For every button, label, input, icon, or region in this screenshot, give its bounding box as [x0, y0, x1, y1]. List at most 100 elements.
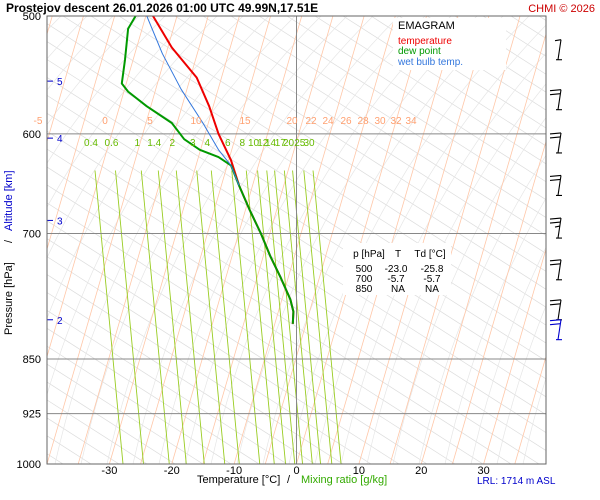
dry-adiabat: [47, 292, 316, 464]
isotherm-label: -5: [34, 116, 43, 127]
dry-adiabat: [47, 256, 372, 464]
isotherms: [47, 16, 546, 464]
wind-barbs: [549, 39, 562, 341]
moist-adiabat: [158, 16, 400, 464]
table-cell: NA: [391, 284, 405, 295]
mixing-ratio-label: 6: [225, 138, 231, 149]
isotherm-line: [47, 16, 116, 251]
profile-series: [120, 16, 295, 324]
mixing-ratio-label: 17: [275, 138, 287, 149]
legend-title: EMAGRAM: [398, 20, 455, 32]
table-cell: 700: [356, 274, 373, 285]
mixing-ratio-line: [292, 170, 322, 464]
chart-title: Prostejov descent 26.01.2026 01:00 UTC 4…: [6, 1, 318, 15]
isotherm-line: [47, 16, 178, 464]
isotherm-line: [514, 355, 546, 464]
moist-adiabat: [470, 246, 546, 464]
dry-adiabat: [47, 327, 260, 464]
isobars: [47, 16, 546, 464]
moist-adiabat: [549, 16, 600, 464]
dry-adiabat: [146, 16, 546, 272]
mixing-ratio-line: [312, 170, 342, 464]
series-wet-bulb-temp: [146, 16, 240, 186]
moist-adiabat: [54, 16, 296, 464]
dry-adiabat: [258, 16, 546, 201]
moist-adiabat: [392, 117, 546, 464]
dry-adiabat: [47, 309, 288, 464]
mixing-ratio-line: [257, 170, 287, 464]
mixing-ratio-line: [140, 170, 170, 464]
moist-adiabat: [47, 16, 166, 164]
legend: EMAGRAM temperature dew point wet bulb t…: [393, 18, 506, 70]
temperature-tick-label: 30: [478, 465, 490, 477]
mixing-ratio-line: [245, 170, 275, 464]
dry-adiabat: [538, 16, 546, 21]
dry-adiabat: [47, 23, 546, 344]
moist-adiabat: [80, 16, 322, 464]
dry-adiabat: [454, 16, 546, 75]
mixing-ratio-line: [94, 170, 124, 464]
dry-adiabat: [398, 16, 546, 111]
table-header-td: Td [°C]: [414, 249, 445, 260]
moist-adiabat: [184, 16, 426, 464]
dry-adiabat: [342, 16, 546, 147]
isotherm-line: [545, 462, 546, 464]
dry-adiabat: [47, 345, 232, 464]
table-header-p: p [hPa]: [353, 249, 385, 260]
data-table: p [hPa] T Td [°C] 500 -23.0 -25.8 700 -5…: [343, 243, 451, 295]
dry-adiabat: [47, 381, 176, 464]
pressure-tick-label: 500: [23, 11, 41, 23]
pressure-tick-label: 700: [23, 228, 41, 240]
y-axis-label: Pressure [hPa] / Altitude [km]: [3, 170, 15, 335]
isotherm-line: [47, 16, 147, 358]
dry-adiabat: [47, 112, 546, 434]
x-axis-label-temp: Temperature [°C]: [197, 474, 280, 486]
altitude-tick-label: 5: [57, 77, 63, 88]
mixing-ratio-label: 20: [283, 138, 295, 149]
isotherm-line: [264, 16, 396, 464]
dry-adiabat: [118, 16, 546, 290]
x-axis-label-mix: Mixing ratio [g/kg]: [301, 474, 387, 486]
moist-adiabat: [106, 16, 348, 464]
isotherm-label: 26: [340, 116, 352, 127]
isotherm-line: [47, 16, 84, 144]
mixing-ratio-label: 12: [257, 138, 269, 149]
mixing-ratio-label: 4: [204, 138, 210, 149]
moist-adiabats: [47, 16, 600, 464]
mixing-ratio-label: 3: [190, 138, 196, 149]
isotherm-labels: -5 0 5 10 15 20 22 24 26 28 30 32 34: [34, 116, 417, 127]
isotherm-label: 28: [357, 116, 369, 127]
dry-adiabat: [47, 130, 546, 451]
mixing-ratio-line: [157, 170, 187, 464]
mixing-ratio-line: [266, 170, 296, 464]
mixing-ratio-line: [175, 170, 205, 464]
pressure-tick-labels: 500 600 700 850 925 1000: [17, 11, 41, 471]
isotherm-line: [327, 16, 459, 464]
mixing-ratio-label: 14: [265, 138, 277, 149]
isotherm-label: 22: [305, 116, 317, 127]
pressure-tick-label: 600: [23, 129, 41, 141]
moist-adiabat: [366, 83, 546, 464]
moist-adiabat: [210, 16, 452, 464]
legend-temperature: temperature: [398, 36, 452, 47]
dry-adiabat: [47, 184, 484, 464]
dry-adiabat: [314, 16, 546, 165]
mixing-ratio-label: 25: [294, 138, 306, 149]
mixing-ratio-label: 0.6: [105, 138, 119, 149]
altitude-ticks: 5 4 3 2: [47, 77, 63, 327]
isotherm-label: 34: [405, 116, 417, 127]
y-axis-label-altitude: Altitude [km]: [3, 170, 15, 231]
mixing-ratio-line: [115, 170, 144, 464]
temperature-tick-label: 0: [293, 465, 299, 477]
x-axis-label: Temperature [°C] / Mixing ratio [g/kg]: [197, 474, 387, 486]
dry-adiabat: [47, 274, 344, 464]
isotherm-label: 30: [374, 116, 386, 127]
isotherm-line: [202, 16, 334, 464]
dry-adiabat: [202, 16, 546, 236]
dry-adiabat: [47, 363, 204, 464]
dry-adiabat: [174, 16, 546, 254]
dry-adiabat: [230, 16, 546, 219]
wind-barb: [554, 39, 562, 61]
y-axis-label-pressure: Pressure [hPa]: [3, 262, 15, 335]
